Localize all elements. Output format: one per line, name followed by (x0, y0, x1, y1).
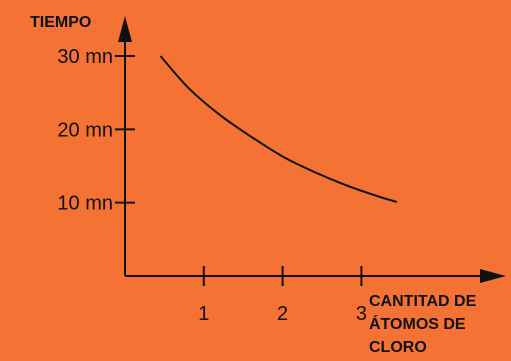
y-axis-arrowhead (118, 16, 132, 42)
y-ticks: 10 mn 20 mn 30 mn (57, 46, 135, 215)
y-axis-label: TIEMPO (30, 14, 91, 31)
x-tick-label-1: 1 (198, 303, 209, 325)
x-ticks: 1 2 3 (198, 266, 367, 325)
axes (118, 16, 506, 283)
y-tick-label-10: 10 mn (57, 193, 113, 215)
x-tick-label-3: 3 (356, 303, 367, 325)
time-curve (159, 55, 398, 203)
x-axis-label-line-2: ÁTOMOS DE (369, 314, 466, 333)
x-tick-label-2: 2 (277, 303, 288, 325)
x-axis-arrowhead (480, 269, 506, 283)
y-tick-label-20: 20 mn (57, 119, 113, 141)
x-axis-label-line-1: CANTITAD DE (369, 293, 477, 310)
y-tick-label-30: 30 mn (57, 46, 113, 68)
x-axis-label-line-3: CLORO (369, 339, 427, 356)
